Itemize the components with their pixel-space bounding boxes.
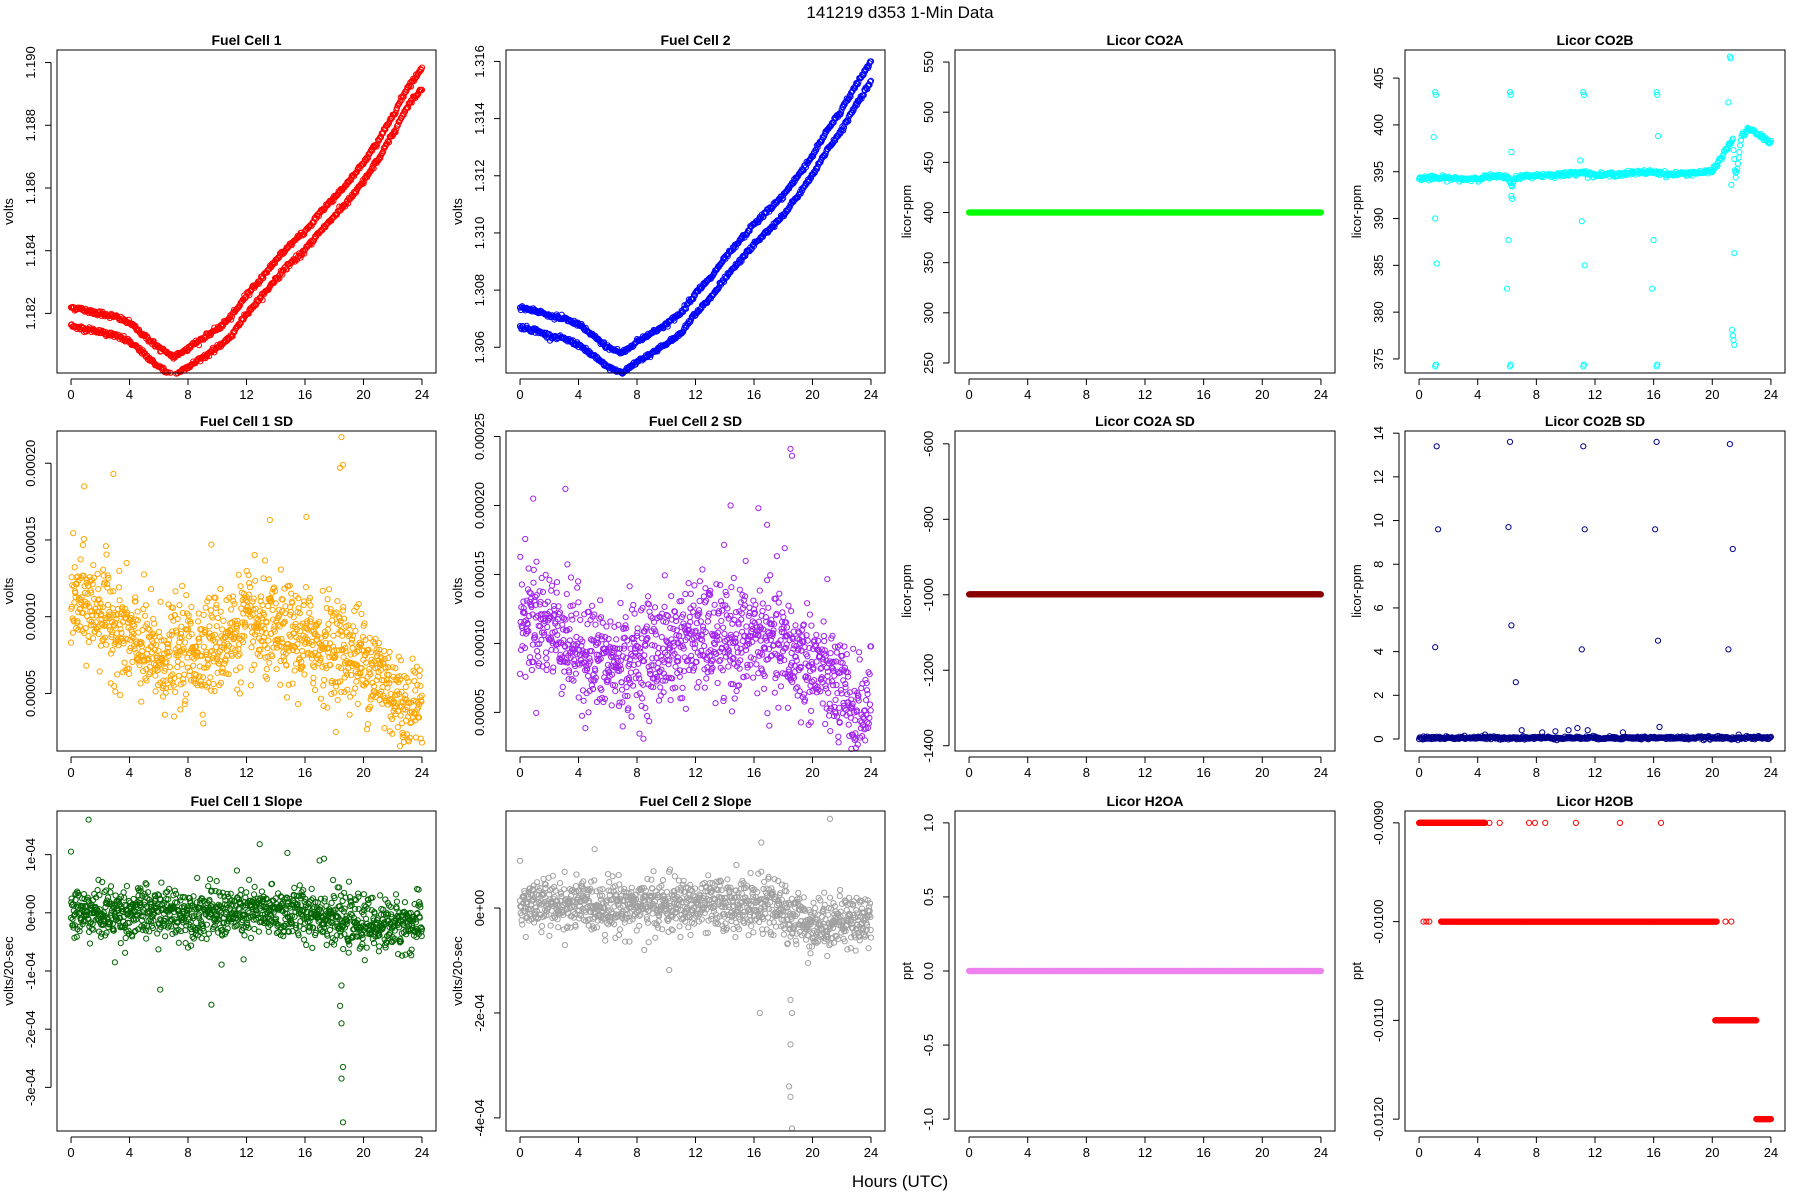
panel-fc1: Fuel Cell 1 volts 0 4 8 12 16 20 24 1.182 1.184 1.1…	[1, 32, 437, 402]
y-tick-label: 375	[1371, 348, 1386, 370]
y-axis-label-fc2sd: volts	[450, 577, 465, 604]
y-tick-label: 500	[921, 101, 936, 123]
y-tick-label: 1.188	[23, 109, 38, 142]
y-tick-label: 300	[921, 302, 936, 324]
panels: Fuel Cell 1 volts 0 4 8 12 16 20 24 1.182 1.184 1.1…	[1, 32, 1786, 1160]
data-point	[228, 316, 235, 323]
x-tick-label: 24	[1764, 387, 1778, 402]
y-axis-label-fc2: volts	[450, 198, 465, 225]
y-tick-label: 0.00005	[23, 670, 38, 717]
y-axis-label-fc1sd: volts	[1, 577, 16, 604]
x-tick-label: 0	[67, 387, 74, 402]
data-point	[277, 271, 284, 278]
x-tick-label: 24	[864, 387, 878, 402]
x-tick-label: 12	[239, 765, 253, 780]
y-tick-label: 1.308	[472, 274, 487, 307]
x-tick-label: 24	[415, 765, 429, 780]
panel-title-co2a: Licor CO2A	[1106, 32, 1183, 48]
y-tick-label: 400	[921, 202, 936, 224]
x-tick-label: 16	[1196, 387, 1210, 402]
data-point	[274, 276, 281, 283]
x-tick-label: 4	[1024, 387, 1031, 402]
y-tick-label: 1.306	[472, 331, 487, 364]
x-tick-label: 12	[239, 387, 253, 402]
data-points-co2a	[966, 209, 1325, 216]
y-tick-label: 395	[1371, 161, 1386, 183]
data-point	[259, 297, 266, 304]
panel-title-fc1sd: Fuel Cell 1 SD	[200, 413, 293, 429]
y-tick-label: 1.312	[472, 159, 487, 192]
x-tick-label: 8	[184, 765, 191, 780]
y-tick-label: 380	[1371, 301, 1386, 323]
x-tick-label: 16	[298, 765, 312, 780]
data-points-fc1	[67, 64, 426, 377]
y-tick-label: 250	[921, 352, 936, 374]
y-tick-label: 385	[1371, 254, 1386, 276]
x-tick-label: 20	[1705, 387, 1719, 402]
y-tick-label: 0.00010	[23, 593, 38, 640]
x-tick-label: 20	[1255, 387, 1269, 402]
data-point	[135, 326, 143, 333]
panel-title-fc1: Fuel Cell 1	[211, 32, 281, 48]
x-tick-label: 24	[415, 387, 429, 402]
data-point	[229, 333, 236, 340]
x-tick-label: 12	[688, 387, 702, 402]
x-tick-label: 20	[805, 387, 819, 402]
y-tick-label: 400	[1371, 114, 1386, 136]
x-tick-label: 16	[747, 387, 761, 402]
data-point	[353, 189, 360, 196]
y-axis-label-fc1: volts	[1, 198, 16, 225]
data-point	[315, 212, 322, 220]
y-tick-label: 0.00015	[23, 516, 38, 563]
x-tick-label: 4	[126, 765, 133, 780]
y-tick-label: 405	[1371, 67, 1386, 89]
x-axis-label: Hours (UTC)	[852, 1172, 948, 1191]
y-tick-label: 1.314	[472, 102, 487, 135]
x-tick-label: 20	[356, 387, 370, 402]
data-point	[127, 320, 134, 327]
panel-title-co2b: Licor CO2B	[1556, 32, 1633, 48]
x-tick-label: 24	[1314, 387, 1328, 402]
data-point	[328, 199, 336, 206]
x-tick-label: 4	[575, 387, 582, 402]
x-tick-label: 8	[1533, 387, 1540, 402]
x-tick-label: 0	[965, 387, 972, 402]
data-point	[150, 338, 157, 345]
data-point	[246, 292, 253, 299]
y-tick-label: 350	[921, 252, 936, 274]
panel-title-fc2: Fuel Cell 2	[660, 32, 730, 48]
x-tick-label: 16	[1646, 387, 1660, 402]
x-tick-label: 8	[633, 387, 640, 402]
x-tick-label: 4	[126, 387, 133, 402]
data-point	[279, 271, 286, 278]
panel-title-fc2sd: Fuel Cell 2 SD	[649, 413, 742, 429]
y-axis-label-co2a: licor-ppm	[899, 185, 914, 238]
y-axis-label-co2b: licor-ppm	[1349, 185, 1364, 238]
y-tick-label: 450	[921, 151, 936, 173]
data-point	[276, 275, 283, 282]
data-point	[297, 254, 304, 261]
x-tick-label: 12	[1588, 387, 1602, 402]
x-tick-label: 0	[516, 387, 523, 402]
x-tick-label: 8	[1083, 387, 1090, 402]
x-tick-label: 0	[1415, 387, 1422, 402]
y-tick-label: 390	[1371, 208, 1386, 230]
x-tick-label: 16	[298, 387, 312, 402]
y-tick-label: 1.184	[23, 234, 38, 267]
y-tick-label: 1.190	[23, 46, 38, 79]
y-tick-label: 1.182	[23, 297, 38, 330]
x-tick-label: 12	[1138, 387, 1152, 402]
x-tick-label: 8	[184, 387, 191, 402]
y-tick-label: 0.00020	[23, 440, 38, 487]
y-tick-label: 1.310	[472, 217, 487, 250]
y-tick-label: 550	[921, 51, 936, 73]
x-tick-label: 0	[67, 765, 74, 780]
x-tick-label: 4	[1474, 387, 1481, 402]
y-tick-label: 1.316	[472, 45, 487, 78]
y-tick-label: 1.186	[23, 172, 38, 205]
figure-title: 141219 d353 1-Min Data	[806, 3, 994, 22]
x-tick-label: 20	[356, 765, 370, 780]
